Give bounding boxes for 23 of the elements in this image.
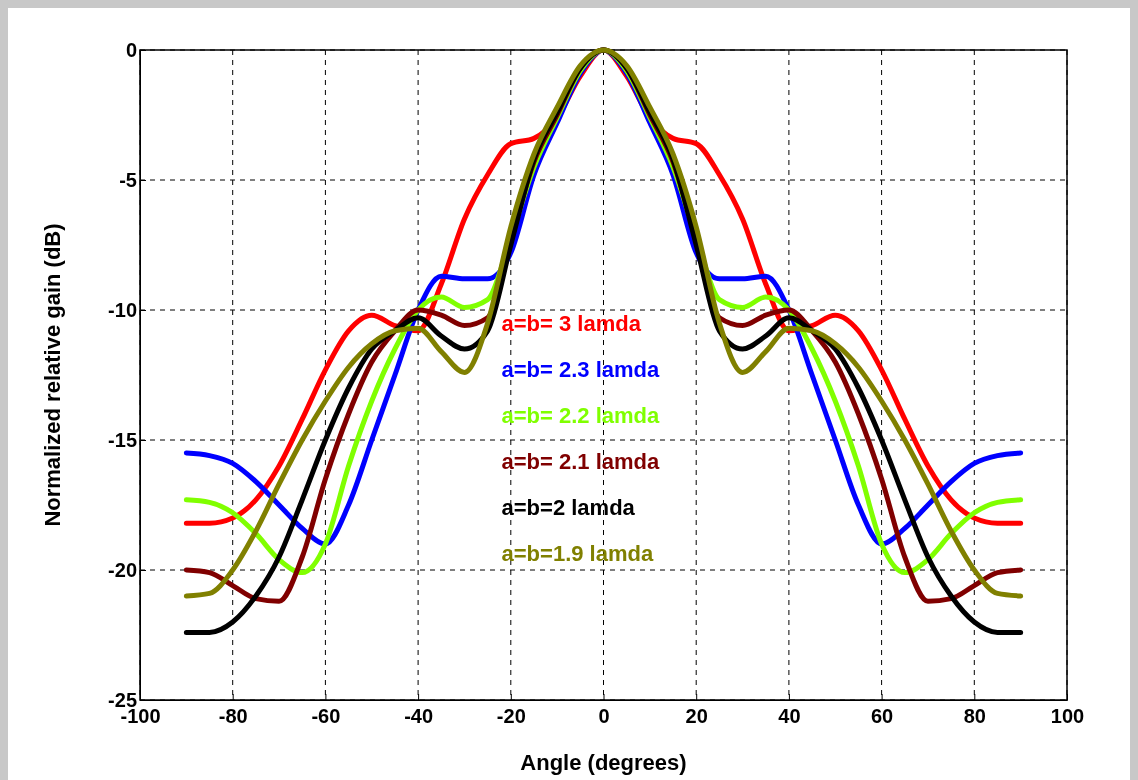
x-tick-label: -80	[218, 705, 248, 727]
x-tick-label: 80	[963, 705, 986, 727]
x-tick-label: 0	[598, 705, 610, 727]
text: a=b=2 lamda	[501, 494, 636, 520]
y-tick-label: 0	[125, 38, 137, 61]
y-tick-label: -10	[108, 298, 137, 321]
y-tick-label: -20	[108, 558, 137, 581]
x-tick-label: 20	[685, 705, 708, 727]
x-tick-label: -60	[311, 705, 341, 727]
x-tick-label: 100	[1050, 705, 1085, 727]
text: a=b= 2.2 lamda	[501, 402, 661, 428]
text: a=b=1.9 lamda	[501, 540, 654, 566]
x-tick-label: -20	[496, 705, 526, 727]
text: a=b= 2.1 lamda	[501, 448, 661, 474]
x-tick-label: 40	[778, 705, 801, 727]
x-tick-label: 60	[870, 705, 894, 727]
y-axis-title: Normalized relative gain (dB)	[40, 223, 65, 527]
y-tick-label: -15	[108, 428, 137, 451]
x-tick-label: -40	[404, 705, 434, 727]
text: a=b= 2.3 lamda	[501, 356, 661, 382]
y-tick-label: -5	[119, 168, 137, 191]
x-axis-title: Angle (degrees)	[520, 750, 687, 775]
text: a=b= 3 lamda	[501, 310, 642, 336]
